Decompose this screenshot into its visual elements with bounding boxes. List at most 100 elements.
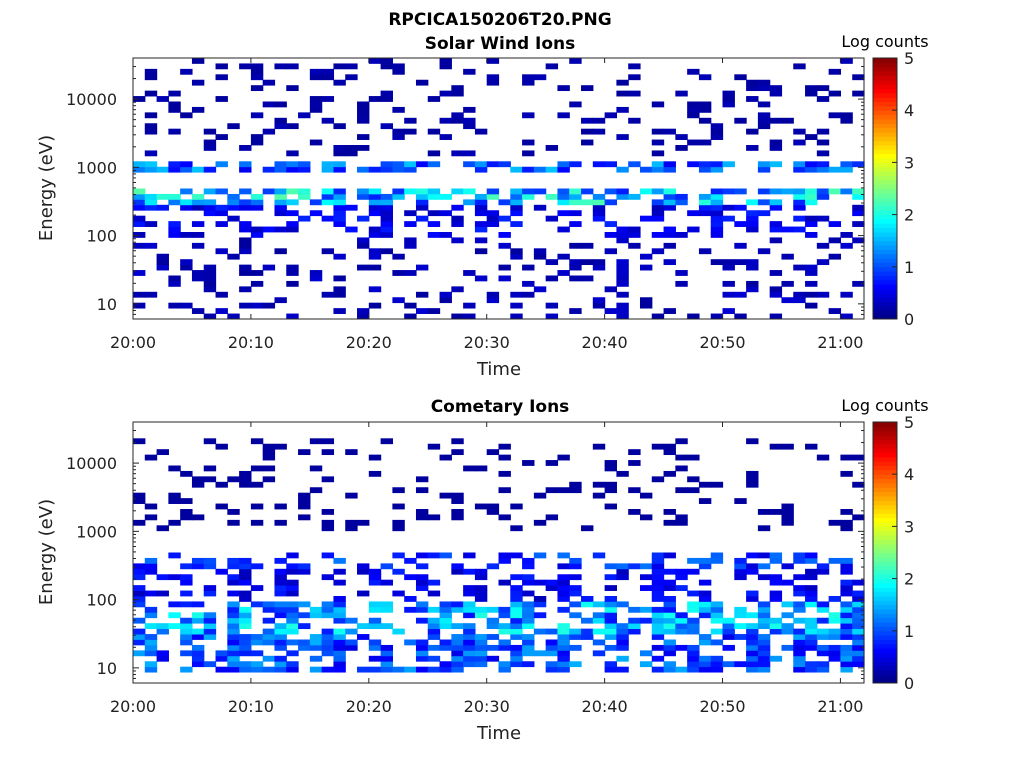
spectrogram-cell (250, 134, 264, 140)
spectrogram-cell (474, 161, 488, 168)
spectrogram-cell (616, 106, 629, 113)
spectrogram-cell (769, 85, 783, 92)
spectrogram-cell (793, 574, 806, 581)
spectrogram-cell (274, 557, 287, 564)
spectrogram-cell (345, 639, 358, 646)
spectrogram-cell (793, 199, 806, 206)
spectrogram-cell (309, 270, 323, 276)
colorbar-segment (873, 552, 897, 558)
spectrogram-cell (698, 601, 712, 608)
spectrogram-cell (415, 215, 429, 222)
spectrogram-cell (769, 509, 783, 515)
spectrogram-cell (722, 628, 735, 635)
spectrogram-cell (793, 590, 806, 597)
spectrogram-cell (250, 634, 264, 640)
spectrogram-cell (380, 623, 393, 630)
spectrogram-cell (663, 199, 676, 206)
spectrogram-cell (592, 210, 606, 217)
spectrogram-cell (380, 232, 393, 238)
spectrogram-cell (309, 487, 323, 494)
spectrogram-cell (746, 612, 759, 619)
spectrogram-cell (180, 634, 193, 640)
spectrogram-cell (133, 166, 146, 173)
spectrogram-cell (663, 579, 676, 586)
spectrogram-cell (687, 68, 700, 75)
spectrogram-cell (639, 188, 653, 195)
spectrogram-cell (463, 199, 476, 206)
spectrogram-cell (651, 443, 665, 450)
x-tick-label: 20:00 (110, 697, 156, 716)
colorbar-segment (873, 539, 897, 545)
spectrogram-cell (746, 264, 759, 271)
spectrogram-cell (239, 574, 252, 581)
spectrogram-cell (274, 661, 287, 668)
spectrogram-cell (474, 661, 488, 668)
spectrogram-cell (463, 590, 476, 597)
spectrogram-cell (510, 503, 523, 510)
spectrogram-cell (286, 166, 299, 173)
cometary-xlabel: Time (476, 723, 521, 744)
spectrogram-cell (675, 454, 688, 461)
colorbar-segment (873, 145, 897, 150)
spectrogram-cell (486, 79, 500, 86)
spectrogram-cell (133, 492, 146, 499)
spectrogram-cell (333, 188, 346, 195)
spectrogram-cell (604, 221, 617, 227)
spectrogram-cell (474, 275, 488, 282)
colorbar-segment (873, 179, 897, 185)
spectrogram-cell (793, 291, 806, 298)
spectrogram-cell (333, 634, 346, 640)
spectrogram-cell (628, 449, 641, 456)
spectrogram-cell (463, 68, 476, 75)
spectrogram-cell (840, 650, 853, 657)
spectrogram-cell (333, 639, 346, 646)
spectrogram-cell (628, 90, 641, 97)
colorbar-segment (873, 310, 897, 316)
spectrogram-cell (262, 188, 276, 195)
spectrogram-cell (769, 188, 783, 195)
spectrogram-cell (144, 634, 158, 640)
spectrogram-cell (722, 215, 735, 222)
spectrogram-cell (757, 199, 771, 206)
spectrogram-cell (250, 193, 264, 200)
spectrogram-cell (651, 590, 665, 597)
spectrogram-cell (592, 492, 606, 499)
spectrogram-cell (533, 188, 547, 195)
spectrogram-cell (746, 634, 759, 640)
spectrogram-cell (675, 232, 688, 238)
spectrogram-cell (840, 525, 853, 532)
spectrogram-cell (816, 242, 830, 249)
spectrogram-cell (144, 514, 158, 521)
spectrogram-cell (368, 623, 382, 630)
spectrogram-cell (227, 215, 240, 222)
spectrogram-cell (321, 215, 335, 222)
spectrogram-cell (239, 242, 252, 249)
spectrogram-cell (333, 291, 346, 298)
colorbar-segment (873, 245, 897, 250)
spectrogram-cell (852, 650, 865, 657)
spectrogram-cell (357, 112, 370, 119)
spectrogram-cell (592, 128, 606, 135)
spectrogram-cell (415, 487, 429, 494)
spectrogram-cell (250, 68, 264, 75)
spectrogram-cell (380, 579, 393, 586)
spectrogram-cell (498, 199, 511, 206)
spectrogram-cell (239, 161, 252, 168)
spectrogram-cell (286, 650, 299, 657)
spectrogram-cell (557, 193, 570, 200)
spectrogram-cell (793, 634, 806, 640)
spectrogram-cell (180, 166, 193, 173)
spectrogram-cell (168, 519, 181, 526)
spectrogram-cell (698, 248, 712, 255)
spectrogram-cell (439, 623, 452, 630)
spectrogram-cell (828, 612, 842, 619)
spectrogram-cell (569, 644, 582, 651)
spectrogram-cell (239, 226, 252, 233)
spectrogram-cell (451, 117, 464, 124)
spectrogram-cell (793, 139, 806, 146)
spectrogram-cell (698, 106, 712, 113)
spectrogram-cell (734, 612, 747, 619)
spectrogram-cell (687, 666, 700, 673)
colorbar-segment (873, 569, 897, 575)
spectrogram-cell (239, 606, 252, 613)
